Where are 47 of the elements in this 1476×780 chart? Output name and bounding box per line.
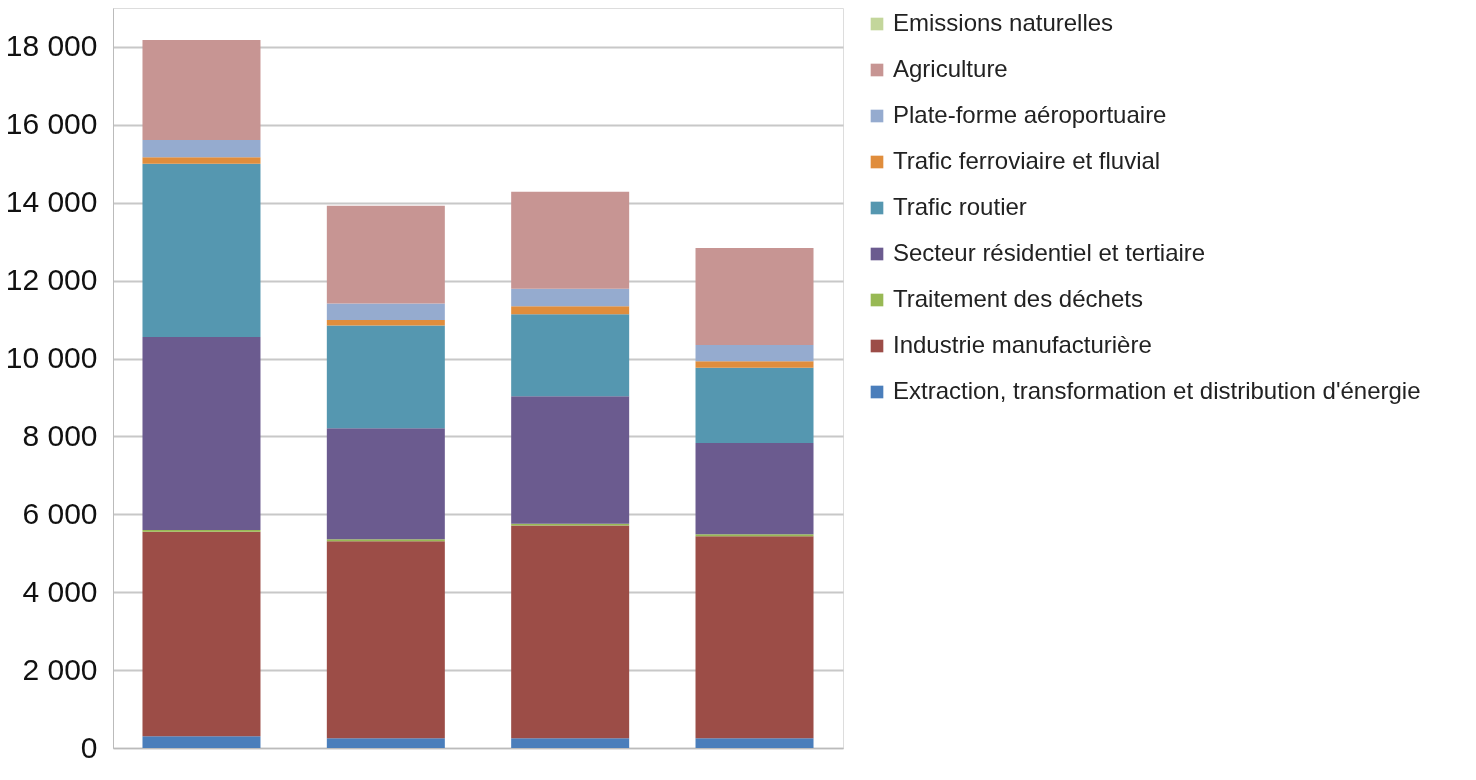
legend-label: Emissions naturelles bbox=[893, 9, 1114, 36]
bar bbox=[326, 428, 445, 540]
bar bbox=[326, 303, 445, 320]
bar bbox=[695, 443, 814, 535]
bar bbox=[695, 361, 814, 368]
y-tick-label: 10 000 bbox=[5, 341, 98, 375]
bar bbox=[511, 396, 630, 524]
bar bbox=[142, 157, 261, 164]
y-tick-label: 18 000 bbox=[5, 29, 98, 63]
bar bbox=[326, 738, 445, 748]
y-tick-label: 6 000 bbox=[22, 496, 98, 530]
bar bbox=[326, 319, 445, 326]
y-tick-label: 12 000 bbox=[5, 263, 98, 297]
bar bbox=[511, 314, 630, 397]
bar bbox=[695, 367, 814, 444]
bar bbox=[695, 344, 814, 362]
bar bbox=[326, 205, 445, 304]
y-tick-label: 14 000 bbox=[5, 185, 98, 219]
legend-label: Trafic ferroviaire et fluvial bbox=[893, 147, 1161, 174]
bar bbox=[511, 288, 630, 307]
bar bbox=[142, 140, 261, 158]
bar bbox=[511, 191, 630, 289]
bar bbox=[695, 247, 814, 345]
bar bbox=[695, 536, 814, 739]
legend-label: Trafic routier bbox=[893, 193, 1027, 220]
legend-label: Industrie manufacturière bbox=[893, 331, 1152, 358]
legend-label: Plate-forme aéroportuaire bbox=[893, 101, 1167, 128]
bar bbox=[142, 39, 261, 141]
legend-label: Agriculture bbox=[893, 55, 1008, 82]
bar bbox=[142, 163, 261, 338]
bar bbox=[142, 337, 261, 530]
bar bbox=[142, 736, 261, 748]
y-tick-label: 16 000 bbox=[5, 107, 98, 141]
y-tick-label: 2 000 bbox=[22, 652, 98, 686]
bar bbox=[511, 525, 630, 739]
bar bbox=[511, 738, 630, 748]
legend-label: Secteur résidentiel et tertiaire bbox=[893, 239, 1206, 266]
y-tick-label: 0 bbox=[80, 730, 98, 764]
legend-label: Traitement des déchets bbox=[893, 285, 1143, 312]
bar bbox=[326, 541, 445, 739]
legend-label: Extraction, transformation et distribution d'énergie bbox=[893, 377, 1421, 404]
bar bbox=[695, 738, 814, 748]
y-tick-label: 4 000 bbox=[22, 574, 98, 608]
bar bbox=[326, 325, 445, 429]
bar bbox=[511, 306, 630, 315]
bar bbox=[142, 531, 261, 737]
y-tick-label: 8 000 bbox=[22, 418, 98, 452]
